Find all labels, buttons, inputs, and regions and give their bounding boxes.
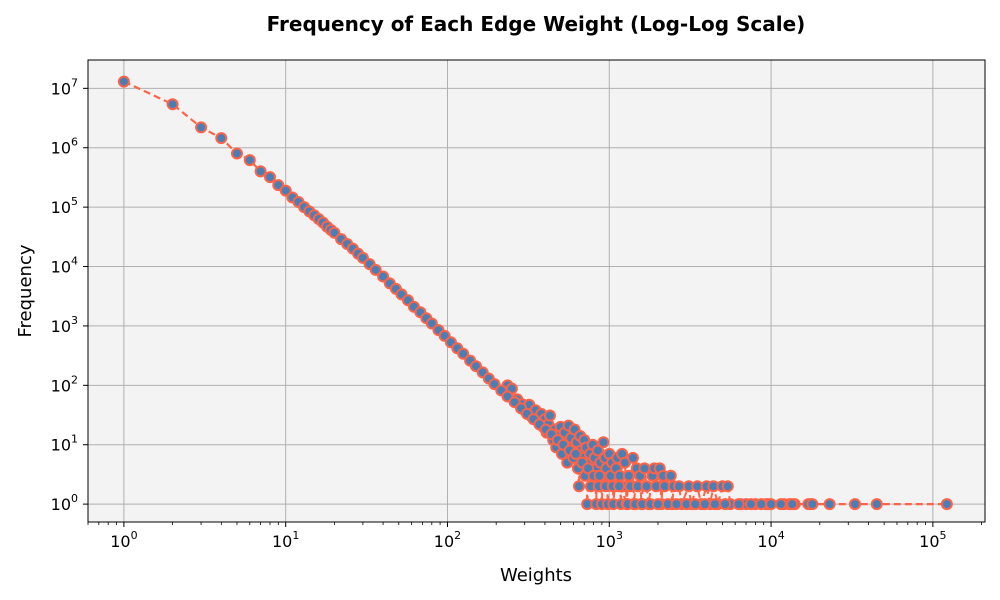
- data-point: [243, 154, 256, 167]
- data-point: [806, 498, 819, 511]
- x-tick-label: 100: [110, 529, 137, 551]
- y-axis-label: Frequency: [15, 244, 36, 337]
- data-point: [664, 469, 677, 482]
- data-point: [457, 347, 470, 360]
- data-point: [732, 498, 745, 511]
- data-point: [719, 498, 732, 511]
- y-tick-label: 106: [51, 136, 78, 158]
- x-axis: 100 101 102 103 104 105: [110, 522, 947, 551]
- data-point: [673, 480, 686, 493]
- data-point: [744, 498, 757, 511]
- data-point: [721, 480, 734, 493]
- data-point: [591, 444, 604, 457]
- x-tick-label: 104: [757, 529, 784, 551]
- data-point: [264, 171, 277, 184]
- data-point: [870, 498, 883, 511]
- data-point: [774, 498, 787, 511]
- data-point: [755, 498, 768, 511]
- data-point: [848, 498, 861, 511]
- y-tick-label: 103: [51, 314, 78, 336]
- data-point: [569, 447, 582, 460]
- data-point: [279, 184, 292, 197]
- data-point: [613, 480, 626, 493]
- y-tick-label: 102: [51, 373, 78, 395]
- data-point: [765, 498, 778, 511]
- chart-title: Frequency of Each Edge Weight (Log-Log S…: [267, 12, 806, 36]
- data-point: [543, 409, 556, 422]
- data-point: [786, 498, 799, 511]
- data-point: [698, 498, 711, 511]
- y-tick-label: 101: [51, 433, 78, 455]
- data-point: [708, 498, 721, 511]
- data-point: [573, 480, 586, 493]
- data-point: [626, 451, 639, 464]
- y-tick-label: 107: [51, 76, 78, 98]
- y-tick-label: 100: [51, 492, 78, 514]
- data-point: [215, 132, 228, 145]
- data-point: [254, 165, 267, 178]
- x-tick-label: 105: [919, 529, 946, 551]
- data-point: [651, 498, 664, 511]
- data-point: [689, 498, 702, 511]
- data-point: [597, 436, 610, 449]
- x-tick-label: 103: [596, 529, 623, 551]
- x-tick-label: 101: [272, 529, 299, 551]
- plot-frame: [87, 59, 986, 523]
- data-point: [369, 263, 382, 276]
- y-tick-label: 104: [51, 255, 78, 277]
- data-point: [377, 270, 390, 283]
- data-point: [640, 480, 653, 493]
- data-point: [230, 147, 243, 160]
- grid-lines: [88, 60, 985, 522]
- series-layer: [117, 75, 953, 511]
- data-point: [670, 498, 683, 511]
- plot-area: [88, 60, 985, 522]
- data-point: [593, 469, 606, 482]
- y-axis: 100 101 102 103 104 105 106 107: [51, 76, 88, 514]
- data-point: [940, 498, 953, 511]
- data-point: [823, 498, 836, 511]
- x-axis-label: Weights: [500, 565, 572, 586]
- data-point: [117, 75, 130, 88]
- y-tick-label: 105: [51, 195, 78, 217]
- data-point: [195, 121, 208, 134]
- data-point: [166, 98, 179, 111]
- x-tick-label: 102: [434, 529, 461, 551]
